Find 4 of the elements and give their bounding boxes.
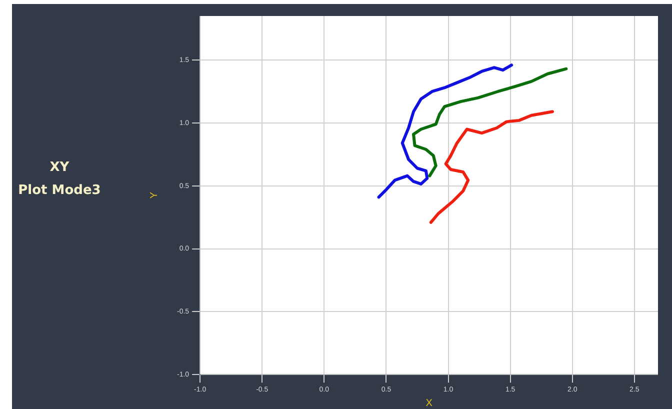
text: Plot Mode3	[17, 183, 102, 198]
text: XY	[48, 160, 70, 175]
x-axis-title: X	[426, 398, 433, 409]
y-axis-title: Y	[148, 192, 160, 199]
